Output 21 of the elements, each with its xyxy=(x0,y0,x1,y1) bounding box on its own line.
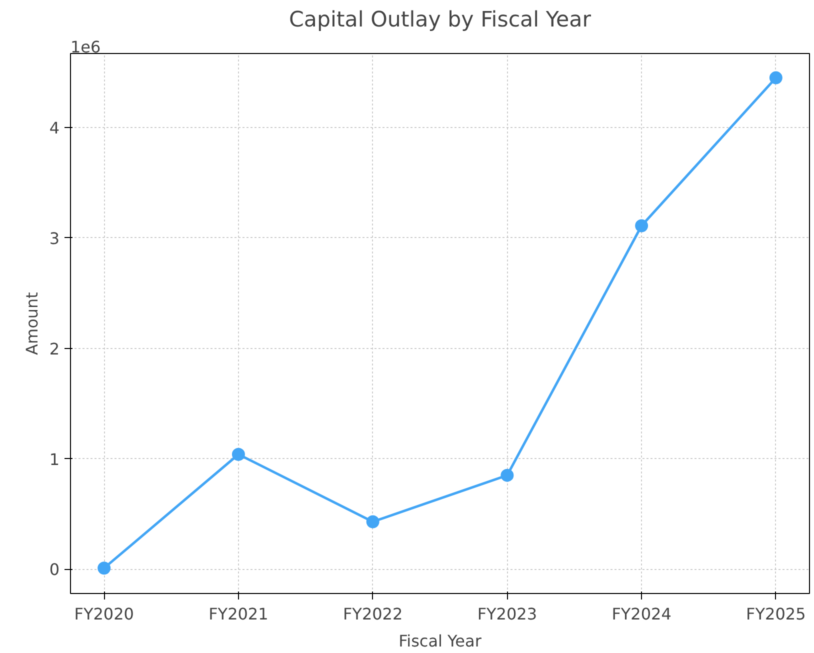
chart-title: Capital Outlay by Fiscal Year xyxy=(289,8,592,32)
x-tick-label: FY2020 xyxy=(74,604,134,624)
y-tick-label: 4 xyxy=(49,118,60,138)
y-tick-label: 0 xyxy=(49,560,60,580)
x-tick-label: FY2021 xyxy=(208,604,268,624)
annotation: 1e6 xyxy=(70,38,101,56)
y-tick-label: 1 xyxy=(49,450,60,469)
y-axis-title: Amount xyxy=(22,292,42,355)
y-tick-label: 2 xyxy=(49,339,60,358)
point xyxy=(232,448,245,461)
x-tick-label: FY2023 xyxy=(477,604,538,624)
point xyxy=(366,515,380,528)
y-tick-label: 3 xyxy=(49,228,60,248)
x-axis-title: Fiscal Year xyxy=(398,632,482,650)
point xyxy=(98,562,111,575)
x-tick-label: FY2024 xyxy=(612,604,672,624)
point xyxy=(500,468,514,482)
point xyxy=(769,71,782,84)
x-tick-label: FY2025 xyxy=(746,604,806,624)
point xyxy=(635,219,648,232)
x-tick-label: FY2022 xyxy=(342,604,403,624)
